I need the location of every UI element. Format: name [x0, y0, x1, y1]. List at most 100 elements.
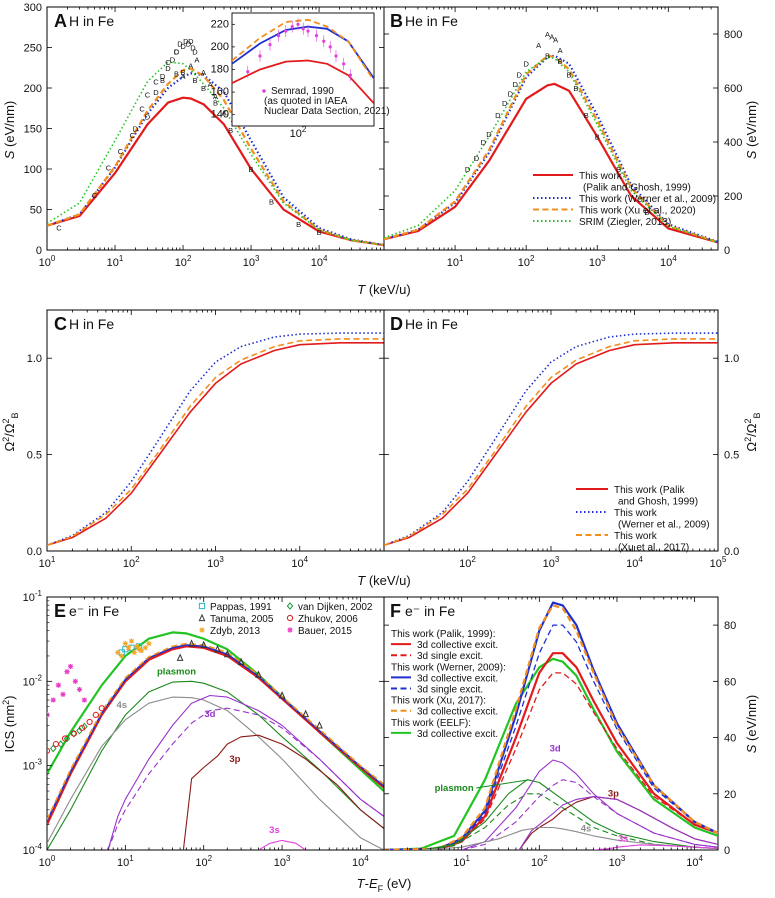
plot-frame [383, 596, 719, 851]
inset-y-tick-label: 220 [211, 18, 229, 30]
data-marker-D: D [170, 56, 176, 65]
series-line-1 [47, 645, 384, 826]
y-tick-label: 800 [724, 29, 742, 41]
data-marker-D: D [190, 44, 196, 53]
series-line-5 [47, 696, 384, 850]
exp-point [76, 726, 83, 735]
data-marker-B: B [317, 228, 322, 237]
series-line-8 [182, 734, 384, 850]
curve-label: 3d [550, 744, 561, 755]
x-tick-label: 105 [710, 555, 727, 570]
y-tick-label: 200 [24, 83, 42, 95]
exp-point [76, 686, 83, 693]
y-tick-label: 100 [24, 164, 42, 176]
data-marker-D: D [502, 99, 508, 108]
y-tick-label: 0 [724, 845, 730, 857]
panel-f: 3d 3p 4s 3s plasmon 101 102 103 104 0 20 40 60 80 F e⁻ … [383, 596, 759, 869]
exp-point [70, 729, 78, 738]
legend-label: 3d collective excit. [417, 729, 498, 740]
y-tick-label: 10-1 [23, 589, 43, 604]
series-line-0 [384, 341, 718, 546]
curve-label: 3p [608, 789, 619, 800]
series-line-3 [384, 56, 718, 244]
y-tick-label: 300 [24, 2, 42, 14]
exp-point [200, 640, 208, 649]
legend-label: This work [614, 508, 658, 519]
data-marker-C: C [174, 48, 180, 57]
data-marker-C: C [56, 223, 62, 232]
plot-area [384, 332, 718, 546]
data-marker-A: A [208, 80, 213, 89]
data-marker-D: D [465, 165, 471, 174]
x-tick-label: 103 [274, 854, 291, 869]
x-tick-label: 102 [195, 854, 212, 869]
curve-label: plasmon [157, 667, 196, 678]
y-tick-label: 250 [24, 43, 42, 55]
y-tick-label: 0.5 [27, 450, 42, 462]
series-line-1 [47, 332, 384, 546]
y-axis-label: S (eV/nm) [2, 101, 17, 160]
y-tick-label: 50 [30, 205, 42, 217]
exp-point [115, 649, 121, 656]
inset-series-2 [232, 18, 374, 82]
data-marker-B: B [573, 84, 578, 93]
inset-y-tick-label: 180 [211, 64, 229, 76]
legend-label: This work [614, 531, 658, 542]
data-marker-C: C [130, 131, 136, 140]
data-marker-C: C [92, 191, 98, 200]
exp-point [214, 644, 221, 653]
y-tick-label: 10-2 [23, 673, 43, 688]
panel-letter: A [54, 11, 67, 31]
plot-frame [46, 309, 385, 552]
exp-point [86, 718, 93, 726]
x-tick-label: 103 [609, 854, 626, 869]
data-marker-B: B [595, 133, 600, 142]
inset-legend-dot [262, 89, 266, 93]
legend-heading: This work (Palik, 1999): [391, 629, 495, 640]
exp-point [50, 697, 56, 703]
x-tick-label: 104 [352, 854, 369, 869]
y-axis-label: ICS (nm2) [1, 695, 17, 752]
series-line-2 [47, 67, 384, 247]
exp-point [67, 663, 74, 670]
legend-label: This work (Xu et al., 2020) [579, 206, 696, 217]
exp-point [122, 646, 129, 653]
inset-note: Semrad, 1990 [271, 86, 334, 97]
y-tick-label: 1.0 [27, 353, 42, 365]
panel-letter: E [54, 601, 66, 621]
data-marker-A: A [221, 108, 226, 117]
y-tick-label: 10-4 [23, 842, 43, 857]
legend-label: Zhukov, 2006 [298, 614, 358, 625]
exp-point [98, 705, 105, 712]
y-tick-label: 0 [724, 245, 730, 257]
series-line-3 [47, 61, 384, 246]
plot-frame [383, 6, 719, 251]
plasmon-arrow [476, 779, 530, 789]
x-tick-label: 102 [459, 555, 476, 570]
data-marker-A: A [201, 68, 206, 77]
data-marker-A: A [194, 56, 199, 65]
x-tick-label: 103 [543, 555, 560, 570]
legend-label: 3d single excit. [417, 651, 483, 662]
legend-marker [286, 614, 294, 622]
curve-label: 4s [116, 700, 127, 711]
exp-point [70, 730, 77, 737]
legend-heading: This work (Xu, 2017): [391, 696, 486, 707]
data-marker-B: B [160, 76, 165, 85]
exp-point [255, 670, 262, 678]
panel-letter: F [390, 601, 401, 621]
x-tick-label: 103 [589, 254, 606, 269]
series-line-13 [593, 844, 718, 850]
legend-label: Bauer, 2015 [298, 626, 352, 637]
exp-point [119, 653, 125, 659]
exp-point [60, 691, 66, 697]
data-marker-B: B [584, 111, 589, 120]
legend-label: van Dijken, 2002 [298, 602, 373, 613]
data-marker-B: B [193, 76, 198, 85]
exp-point [122, 641, 128, 647]
series-line-2 [47, 644, 384, 822]
data-marker-B: B [545, 52, 550, 61]
